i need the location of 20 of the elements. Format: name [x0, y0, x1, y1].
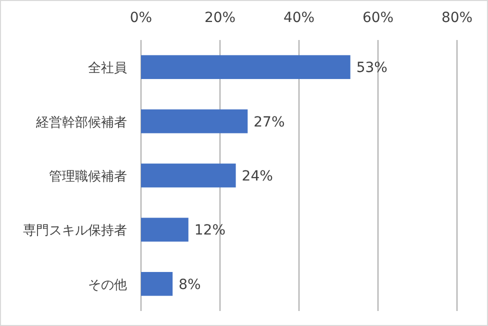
data-label: 27%: [254, 114, 285, 130]
bar: [141, 218, 188, 242]
bar: [141, 109, 248, 134]
data-label: 8%: [178, 276, 201, 293]
x-tick-label: 80%: [441, 10, 473, 26]
bar: [141, 55, 350, 80]
x-tick-label: 0%: [130, 10, 152, 26]
bar: [141, 164, 236, 188]
data-label: 53%: [356, 60, 388, 76]
y-tick-label: 専門スキル保持者: [23, 224, 127, 239]
bar: [141, 272, 173, 296]
data-label: 24%: [242, 168, 273, 184]
x-tick-label: 60%: [362, 10, 394, 26]
y-tick-label: 管理職候補者: [49, 170, 127, 184]
data-label: 12%: [194, 222, 226, 239]
x-tick-label: 20%: [204, 10, 236, 26]
y-tick-label: 経営幹部候補者: [35, 115, 127, 130]
y-tick-label: その他: [88, 278, 127, 293]
x-tick-label: 40%: [283, 10, 315, 26]
y-tick-label: 全社員: [88, 61, 127, 76]
